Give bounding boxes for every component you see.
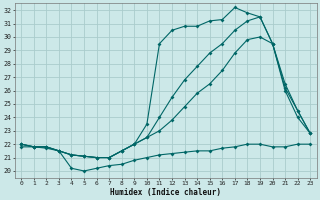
X-axis label: Humidex (Indice chaleur): Humidex (Indice chaleur) — [110, 188, 221, 197]
